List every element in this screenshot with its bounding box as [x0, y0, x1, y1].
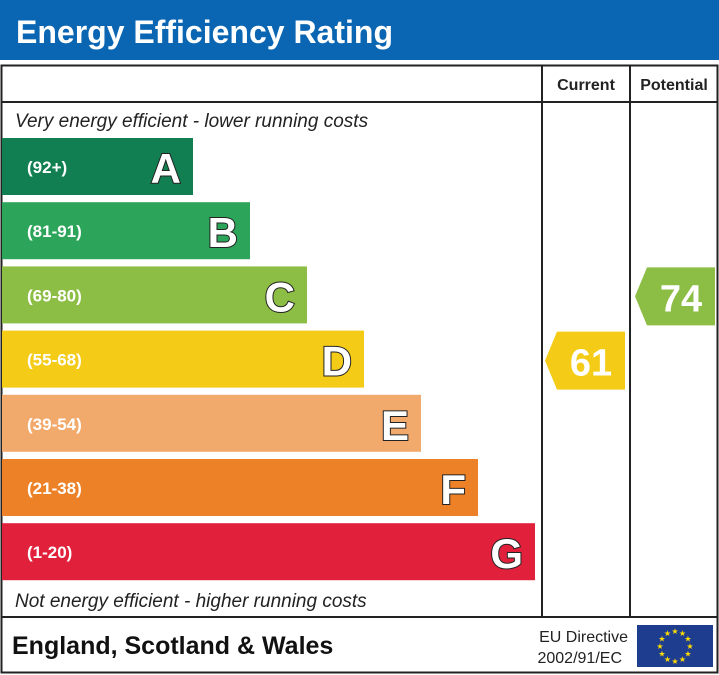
band-c: (69-80) C: [2, 266, 307, 324]
star: ★: [684, 650, 691, 659]
star: ★: [664, 655, 671, 664]
band-a: (92+) A: [2, 138, 193, 195]
top-note: Very energy efficient - lower running co…: [15, 111, 369, 132]
potential-rating-arrow: 74: [635, 267, 715, 326]
current-rating-value: 61: [570, 343, 612, 385]
current-rating-arrow: 61: [545, 331, 625, 390]
band-range: (92+): [27, 158, 67, 177]
band-range: (81-91): [27, 222, 82, 241]
band-bar: [2, 523, 535, 581]
band-letter: D: [322, 338, 352, 385]
band-range: (21-38): [27, 479, 82, 498]
directive-line2: 2002/91/EC: [537, 650, 622, 667]
band-letter: F: [440, 466, 466, 513]
band-range: (55-68): [27, 351, 82, 370]
star: ★: [658, 635, 665, 644]
star: ★: [679, 629, 686, 638]
band-bar: [2, 459, 478, 516]
star: ★: [686, 642, 693, 651]
band-range: (1-20): [27, 543, 72, 562]
star: ★: [671, 627, 678, 636]
star: ★: [664, 629, 671, 638]
star: ★: [671, 657, 678, 666]
band-letter: E: [381, 402, 409, 449]
star: ★: [656, 642, 663, 651]
band-g: (1-20) G: [2, 523, 535, 581]
band-f: (21-38) F: [2, 459, 478, 516]
band-letter: A: [151, 145, 181, 192]
chart-title: Energy Efficiency Rating: [16, 14, 393, 50]
band-e: (39-54) E: [2, 394, 421, 452]
column-header-current: Current: [557, 77, 615, 94]
bottom-note: Not energy efficient - higher running co…: [15, 591, 367, 612]
potential-rating-value: 74: [660, 278, 702, 320]
band-letter: G: [490, 530, 523, 577]
star: ★: [658, 650, 665, 659]
band-bar: [2, 202, 250, 260]
band-d: (55-68) D: [2, 330, 364, 388]
band-bar: [2, 394, 421, 452]
footer-region: England, Scotland & Wales: [12, 632, 333, 660]
star: ★: [684, 635, 691, 644]
band-letter: B: [208, 209, 238, 256]
eu-flag-icon: ★ ★★★★★★★★★★★: [637, 625, 713, 667]
band-range: (39-54): [27, 415, 82, 434]
title-bar: [0, 0, 719, 60]
star: ★: [679, 655, 686, 664]
band-bar: [2, 330, 364, 388]
band-bar: [2, 266, 307, 324]
column-header-potential: Potential: [640, 77, 708, 94]
band-b: (81-91) B: [2, 202, 250, 260]
band-range: (69-80): [27, 286, 82, 305]
directive-line1: EU Directive: [539, 629, 628, 646]
band-bar: [2, 138, 193, 195]
band-letter: C: [265, 273, 295, 320]
frame: [0, 64, 719, 674]
